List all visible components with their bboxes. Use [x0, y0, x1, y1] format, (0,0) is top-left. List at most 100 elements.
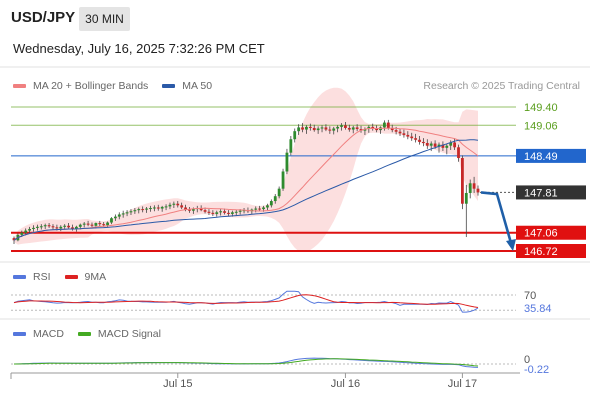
bollinger-bands — [14, 87, 478, 252]
candle-body — [90, 224, 94, 226]
candle-body — [59, 226, 63, 229]
macd-swatch — [13, 332, 26, 336]
rsi-9ma-legend-label: 9MA — [84, 271, 107, 283]
candle-body — [316, 128, 320, 131]
candle-body — [394, 130, 398, 132]
candle-body — [238, 210, 242, 212]
candle-body — [289, 139, 293, 153]
candle-body — [242, 210, 246, 212]
candle-body — [94, 223, 98, 226]
candle-body — [363, 129, 367, 131]
candle-body — [297, 127, 301, 132]
ma50-swatch — [162, 84, 176, 88]
candle-body — [35, 226, 39, 228]
candle-body — [476, 188, 480, 193]
candle-body — [371, 126, 375, 129]
ma50-legend-label: MA 50 — [182, 80, 213, 92]
candle-body — [227, 212, 230, 214]
candle-body — [47, 225, 51, 227]
candle-body — [375, 128, 379, 131]
candle-body — [464, 192, 468, 204]
candle-body — [152, 207, 156, 209]
candle-body — [293, 131, 297, 140]
candle-body — [149, 208, 152, 210]
candle-body — [160, 206, 164, 209]
candle-body — [20, 232, 24, 235]
candle-body — [433, 143, 437, 147]
candle-body — [24, 230, 28, 233]
candle-body — [203, 210, 207, 212]
resistance-label-0: 149.40 — [524, 102, 558, 114]
candle-body — [425, 143, 429, 146]
candle-body — [215, 212, 219, 214]
bollinger-band-area — [14, 87, 478, 252]
macd-legend-label: MACD — [33, 328, 64, 340]
candle-body — [199, 208, 203, 211]
candle-body — [269, 201, 273, 206]
macd-zero-label: 0 — [524, 354, 530, 366]
candle-body — [164, 206, 168, 208]
candle-body — [98, 223, 102, 225]
x-axis: Jul 15 Jul 16 Jul 17 — [163, 373, 477, 390]
ma20-swatch — [13, 84, 26, 88]
candle-body — [74, 226, 78, 229]
rsi-swatch — [13, 275, 26, 279]
rsi-level-label: 70 — [524, 290, 536, 302]
candle-body — [305, 126, 308, 130]
candle-body — [312, 127, 316, 131]
candle-body — [234, 211, 238, 213]
last-label-3: 147.81 — [524, 187, 558, 199]
candle-body — [125, 212, 129, 214]
candle-body — [285, 152, 289, 172]
candle-body — [386, 122, 390, 128]
last-label-bg-3 — [516, 185, 586, 200]
macd-panel: 0-0.22 — [11, 354, 549, 376]
candle-body — [461, 158, 464, 204]
candle-body — [188, 209, 191, 211]
candle-body — [340, 125, 343, 127]
timeframe-button[interactable]: 30 MIN — [79, 7, 130, 31]
candle-body — [12, 238, 16, 241]
macd-value-label: -0.22 — [524, 364, 549, 376]
candle-body — [429, 143, 433, 146]
candle-body — [320, 127, 324, 129]
support-label-bg-4 — [516, 225, 586, 240]
candle-body — [390, 127, 394, 131]
rsi-legend: RSI 9MA — [13, 271, 106, 283]
moving-averages — [13, 127, 479, 241]
support-label-4: 147.06 — [524, 228, 558, 240]
candle-body — [422, 141, 425, 143]
candle-body — [445, 145, 449, 148]
candle-body — [28, 228, 31, 231]
candle-body — [82, 223, 86, 225]
candle-body — [78, 224, 82, 227]
candle-body — [133, 210, 137, 212]
candle-body — [468, 183, 472, 193]
price-legend: MA 20 + Bollinger Bands MA 50 — [13, 80, 212, 92]
candle-body — [117, 214, 121, 217]
candle-body — [472, 183, 476, 189]
candle-body — [71, 227, 74, 229]
forecast-arrowhead — [506, 239, 516, 251]
rsi-legend-label: RSI — [33, 271, 51, 283]
candle-body — [219, 211, 223, 213]
candle-body — [172, 203, 176, 205]
candle-body — [121, 213, 125, 215]
candle-body — [63, 225, 67, 227]
candle-body — [441, 144, 445, 148]
candle-body — [207, 211, 211, 213]
candle-body — [113, 216, 117, 219]
candle-body — [457, 147, 460, 159]
macd-signal-swatch — [77, 332, 91, 336]
macd-signal-legend-label: MACD Signal — [97, 328, 161, 340]
candle-body — [211, 212, 215, 214]
candle-body — [168, 204, 172, 207]
rsi-line — [13, 290, 479, 313]
candle-body — [86, 223, 90, 225]
candle-body — [156, 207, 160, 209]
candle-body — [129, 211, 133, 213]
candle-body — [32, 227, 35, 229]
candle-body — [43, 225, 47, 227]
candle-body — [137, 209, 141, 211]
